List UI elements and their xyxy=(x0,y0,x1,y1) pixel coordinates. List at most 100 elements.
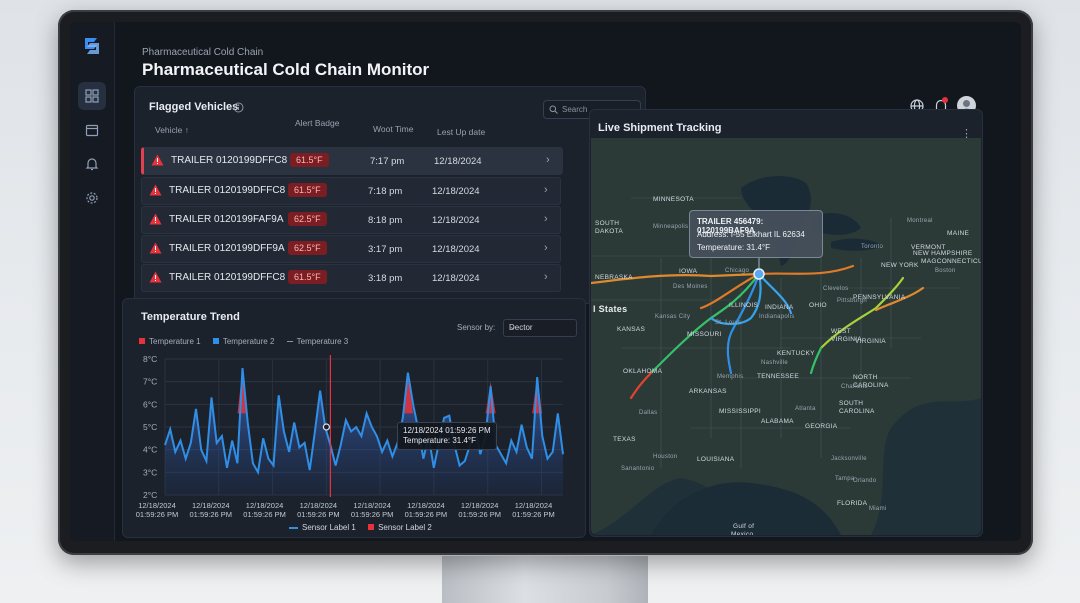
map-state-label: MISSISSIPPI xyxy=(719,408,761,415)
x-tick-label: 12/18/2024 xyxy=(407,501,445,510)
series-area xyxy=(165,368,563,495)
map-state-label: Gulf of xyxy=(733,523,755,530)
map-state-label: TENNESSEE xyxy=(757,373,800,380)
map-state-label: NEW YORK xyxy=(881,262,919,269)
legend-item-temperature-1: Temperature 1 xyxy=(139,337,201,346)
more-options-icon[interactable]: ⋮ xyxy=(961,128,972,140)
map-state-label: GEORGIA xyxy=(805,423,838,430)
x-tick-label: 12/18/2024 xyxy=(300,501,338,510)
info-icon[interactable] xyxy=(233,102,244,113)
dashboard-screen: Pharmaceutical Cold Chain Pharmaceutical… xyxy=(70,22,1021,541)
x-tick-label: 01:59:26 PM xyxy=(458,510,501,519)
map-state-label: ARKANSAS xyxy=(689,388,727,395)
y-tick-label: 7°C xyxy=(143,377,157,387)
map-state-label: SOUTH xyxy=(595,220,620,227)
vehicle-id: TRAILER 0120199DFFC8 xyxy=(171,155,288,166)
map-state-label: TEXAS xyxy=(613,436,636,443)
search-placeholder: Search xyxy=(562,105,588,114)
col-vehicle[interactable]: Vehicle ↑ xyxy=(155,125,190,135)
map-state-label: KENTUCKY xyxy=(777,350,815,357)
x-tick-label: 01:59:26 PM xyxy=(351,510,394,519)
temperature-trend-panel: Temperature Trend Sensor by: Dector ⌄ Te… xyxy=(122,298,586,538)
row-time: 7:18 pm xyxy=(368,186,403,197)
chart-tooltip: 12/18/2024 01:59:26 PM Temperature: 31.4… xyxy=(397,422,497,450)
map-city-label: Chicago xyxy=(725,268,750,274)
shipment-map[interactable]: SOUTH DAKOTA MINNESOTA NEBRASKA IOWA KANSAS MI… xyxy=(591,138,981,535)
x-tick-label: 12/18/2024 xyxy=(192,501,230,510)
map-city-label: Memphis xyxy=(717,374,744,380)
map-city-label: Pittsburgh xyxy=(837,298,868,304)
table-row[interactable]: TRAILER 0120199DFFC8 61.5°F 3:18 pm 12/18/2… xyxy=(141,264,561,292)
x-tick-label: 01:59:26 PM xyxy=(136,510,179,519)
app-logo-icon xyxy=(85,38,99,54)
map-city-label: Charlotte xyxy=(841,384,869,390)
page-title: Pharmaceutical Cold Chain Monitor xyxy=(142,60,430,79)
x-tick-label: 01:59:26 PM xyxy=(190,510,233,519)
chevron-right-icon[interactable]: › xyxy=(544,242,548,254)
x-tick-label: 01:59:26 PM xyxy=(243,510,286,519)
table-row[interactable]: TRAILER 0120199FAF9A 62.5°F 8:18 pm 12/18/2… xyxy=(141,206,561,234)
map-city-label: Jacksonville xyxy=(831,456,867,462)
map-tooltip-address: Address: I-55 Elkhart IL 62634 xyxy=(697,230,805,239)
x-tick-label: 01:59:26 PM xyxy=(297,510,340,519)
sensor-by-label: Sensor by: xyxy=(457,323,496,332)
bell-icon xyxy=(85,158,99,171)
map-state-label: ALABAMA xyxy=(761,418,794,425)
map-state-label: SOUTH xyxy=(839,400,864,407)
map-city-label: Atlanta xyxy=(795,406,816,412)
flagged-vehicles-panel: Flagged Vehicles Search Vehicle ↑ Alert … xyxy=(134,86,646,304)
nav-settings[interactable] xyxy=(78,184,106,212)
chevron-right-icon[interactable]: › xyxy=(544,271,548,283)
table-row[interactable]: TRAILER 0120199DFFC8 61.5°F 7:17 pm 12/18/2… xyxy=(141,147,563,175)
legend-bottom: Sensor Label 1 Sensor Label 2 xyxy=(289,523,432,532)
x-tick-label: 01:59:26 PM xyxy=(405,510,448,519)
map-state-label: CAROLINA xyxy=(853,382,889,389)
legend-item-sensor-2: Sensor Label 2 xyxy=(368,523,432,532)
sensor-select[interactable]: Dector ⌄ xyxy=(503,319,577,337)
chevron-right-icon[interactable]: › xyxy=(546,154,550,166)
temperature-trend-chart[interactable]: 8°C7°C6°C5°C4°C3°C2°C12/18/202401:59:26 … xyxy=(123,299,585,537)
map-tooltip-trailer: TRAILER 456479: 0120199BAF9A xyxy=(697,217,764,235)
row-time: 7:17 pm xyxy=(370,156,405,167)
alert-badge: 62.5°F xyxy=(288,241,327,255)
x-tick-label: 12/18/2024 xyxy=(515,501,553,510)
map-state-label: CAROLINA xyxy=(839,408,875,415)
y-tick-label: 5°C xyxy=(143,422,157,432)
map-canvas[interactable] xyxy=(591,138,981,535)
gear-icon xyxy=(86,192,98,204)
map-state-label: DAKOTA xyxy=(595,228,624,235)
col-time[interactable]: Woot Time xyxy=(373,124,414,134)
map-state-label: NEBRASKA xyxy=(595,274,633,281)
x-tick-label: 12/18/2024 xyxy=(138,501,176,510)
col-alert-badge[interactable]: Alert Badge xyxy=(295,118,340,128)
vehicle-id: TRAILER 0120199DFFC8 xyxy=(169,272,286,283)
x-tick-label: 12/18/2024 xyxy=(353,501,391,510)
map-state-label: WEST xyxy=(831,328,851,335)
col-last-update[interactable]: Lest Up date xyxy=(437,127,486,137)
selected-truck-marker[interactable] xyxy=(753,268,765,280)
nav-alerts[interactable] xyxy=(78,150,106,178)
alert-badge: 61.5°F xyxy=(288,183,327,197)
row-time: 3:18 pm xyxy=(368,273,403,284)
chevron-right-icon[interactable]: › xyxy=(544,213,548,225)
warning-icon xyxy=(149,242,162,254)
map-state-label: INDIANA xyxy=(765,304,794,311)
legend-top: Temperature 1 Temperature 2 Temperature … xyxy=(139,337,348,346)
map-state-label: NORTH xyxy=(853,374,878,381)
chevron-right-icon[interactable]: › xyxy=(544,184,548,196)
table-row[interactable]: TRAILER 0120199DFF9A 62.5°F 3:17 pm 12/18/2… xyxy=(141,235,561,263)
row-date: 12/18/2024 xyxy=(432,215,480,226)
table-row[interactable]: TRAILER 0120199DFFC8 61.5°F 7:18 pm 12/18/2… xyxy=(141,177,561,205)
nav-calendar[interactable] xyxy=(78,116,106,144)
map-tooltip: TRAILER 456479: 0120199BAF9A Address: I-… xyxy=(689,210,823,258)
map-city-label: Houston xyxy=(653,454,678,460)
map-state-label: ILLINOIS xyxy=(729,302,759,309)
legend-item-sensor-1: Sensor Label 1 xyxy=(289,523,356,532)
map-state-label: MINNESOTA xyxy=(653,196,694,203)
map-city-label: Montreal xyxy=(907,218,933,224)
row-time: 8:18 pm xyxy=(368,215,403,226)
y-tick-label: 6°C xyxy=(143,399,157,409)
map-state-label: MISSOURI xyxy=(687,331,722,338)
nav-dashboard[interactable] xyxy=(78,82,106,110)
map-city-label: Indianapolis xyxy=(759,314,795,320)
